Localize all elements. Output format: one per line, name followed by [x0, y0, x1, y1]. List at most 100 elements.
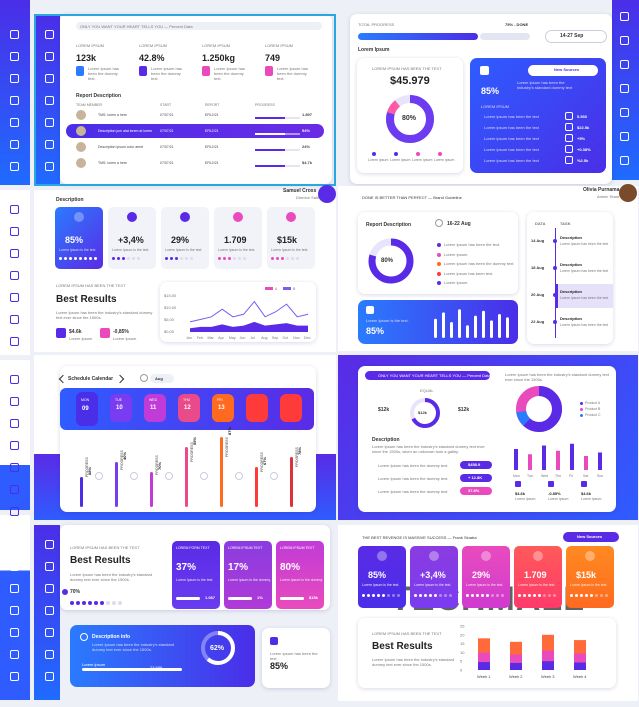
p5-month-pill[interactable] [150, 374, 174, 383]
sidebar-icon[interactable] [10, 672, 19, 681]
sidebar-icon[interactable] [620, 36, 629, 45]
sidebar-icon[interactable] [45, 672, 54, 681]
sidebar-icon[interactable] [620, 108, 629, 117]
sidebar-icon[interactable] [10, 227, 19, 236]
sidebar-icon[interactable] [620, 60, 629, 69]
sidebar-icon[interactable] [620, 84, 629, 93]
sidebar-icon[interactable] [10, 397, 19, 406]
p3-cap: LOREM IPSUM HAS BEEN THE TEXT [56, 283, 126, 288]
item-text: Lorem Ipsum. [444, 280, 469, 285]
day-pill[interactable] [110, 394, 132, 422]
p2-new-sources: New Sources [554, 67, 580, 72]
sidebar-icon[interactable] [10, 463, 19, 472]
sidebar-icon[interactable] [45, 74, 54, 83]
sidebar-icon[interactable] [45, 540, 54, 549]
day-pill[interactable] [178, 394, 200, 422]
day-pill[interactable] [144, 394, 166, 422]
sidebar-icon[interactable] [10, 162, 19, 171]
sidebar-icon[interactable] [10, 249, 19, 258]
p2-new-sources-button[interactable] [528, 65, 598, 76]
sidebar-icon[interactable] [10, 628, 19, 637]
sidebar-icon[interactable] [10, 606, 19, 615]
sidebar-icon[interactable] [10, 30, 19, 39]
sidebar-icon[interactable] [45, 162, 54, 171]
arrow-icon[interactable] [95, 472, 103, 480]
tile-icon [481, 551, 491, 561]
sidebar-icon[interactable] [45, 650, 54, 659]
sidebar-icon[interactable] [620, 132, 629, 141]
sidebar-icon[interactable] [45, 140, 54, 149]
progress-value: 78% [297, 446, 302, 455]
day-pill[interactable] [212, 394, 234, 422]
day-name: MON [81, 398, 90, 402]
tile-dot [414, 594, 417, 597]
tile-dot [501, 594, 504, 597]
sidebar-icon[interactable] [10, 540, 19, 549]
sidebar-icon[interactable] [10, 507, 19, 516]
legend-label: Lorem Ipsum [390, 158, 411, 162]
stat-tile[interactable] [514, 546, 562, 608]
arrow-icon[interactable] [200, 472, 208, 480]
p2-date-pill[interactable] [545, 30, 607, 43]
sidebar-icon[interactable] [620, 12, 629, 21]
sidebar-icon[interactable] [10, 419, 19, 428]
tile-desc: Lorem Ipsum is the text. [362, 583, 400, 587]
day-pill[interactable] [246, 394, 268, 422]
bar [442, 312, 445, 338]
arrow-icon[interactable] [270, 472, 278, 480]
sidebar-icon[interactable] [45, 606, 54, 615]
list-value: +0.38% [577, 147, 591, 152]
tile-value: $15k [277, 235, 298, 245]
p6-banner: ONLY YOU WANT YOUR HEART TELLS YOU — Per… [378, 373, 491, 378]
sidebar-icon[interactable] [10, 485, 19, 494]
sidebar-icon[interactable] [45, 96, 54, 105]
tile-dot [74, 257, 77, 260]
sidebar-icon[interactable] [45, 118, 54, 127]
stat-tile[interactable] [566, 546, 614, 608]
sidebar-icon[interactable] [10, 375, 19, 384]
sidebar-icon[interactable] [10, 271, 19, 280]
sidebar-icon[interactable] [10, 140, 19, 149]
sidebar-icon[interactable] [10, 337, 19, 346]
sidebar-icon[interactable] [10, 293, 19, 302]
tile-dot [377, 594, 380, 597]
progress-value: 40% [122, 451, 127, 460]
stat-tile[interactable] [358, 546, 406, 608]
sidebar-icon[interactable] [10, 650, 19, 659]
avatar[interactable] [318, 185, 336, 203]
stat-icon [76, 66, 84, 76]
p8-new-sources-button[interactable] [563, 532, 619, 542]
sidebar-icon[interactable] [45, 30, 54, 39]
sidebar-icon[interactable] [10, 562, 19, 571]
stat-tile[interactable] [462, 546, 510, 608]
progress-bar [150, 472, 153, 507]
p2-money: $45.979 [390, 75, 430, 87]
sidebar-icon[interactable] [10, 584, 19, 593]
check-icon [270, 637, 278, 645]
item-dot [437, 243, 441, 247]
value-pill [460, 461, 492, 469]
progress-bar [80, 477, 83, 507]
card-header: LOREM FORM TEXT [176, 546, 210, 550]
sidebar-icon[interactable] [620, 156, 629, 165]
sidebar-icon[interactable] [10, 315, 19, 324]
sidebar-icon[interactable] [10, 118, 19, 127]
sidebar-icon[interactable] [10, 74, 19, 83]
sidebar-icon[interactable] [10, 441, 19, 450]
sidebar-icon[interactable] [45, 52, 54, 61]
sidebar-icon[interactable] [10, 96, 19, 105]
day-pill[interactable] [280, 394, 302, 422]
sidebar-icon[interactable] [10, 52, 19, 61]
sidebar-icon[interactable] [45, 562, 54, 571]
arrow-icon[interactable] [235, 472, 243, 480]
tile-dot [185, 257, 188, 260]
avatar[interactable] [619, 184, 637, 202]
sidebar-icon[interactable] [45, 584, 54, 593]
sidebar-icon[interactable] [10, 205, 19, 214]
sidebar-icon[interactable] [45, 628, 54, 637]
day-number: 13 [218, 405, 225, 411]
arrow-icon[interactable] [165, 472, 173, 480]
day-pill[interactable] [76, 392, 98, 426]
arrow-icon[interactable] [130, 472, 138, 480]
stat-tile[interactable] [410, 546, 458, 608]
